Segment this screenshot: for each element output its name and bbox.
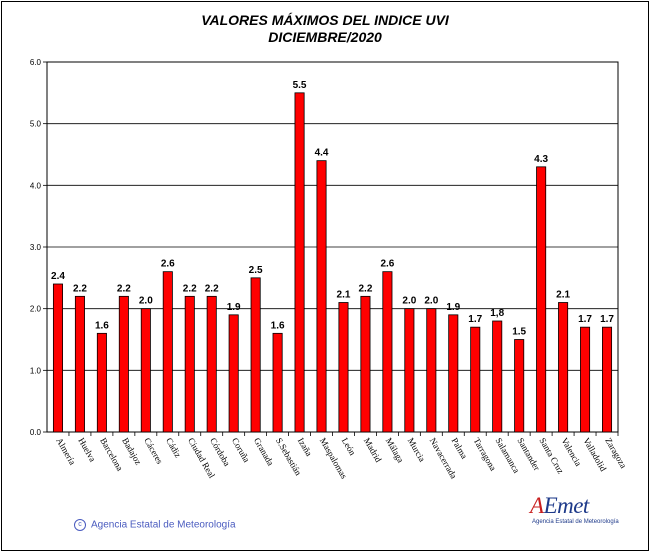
value-label: 1.9 xyxy=(227,302,241,313)
bar xyxy=(338,302,349,433)
bar xyxy=(184,295,195,433)
value-label: 1.5 xyxy=(512,327,526,338)
value-label: 2.6 xyxy=(380,259,394,270)
logo-subtitle: Agencia Estatal de Meteorología xyxy=(532,519,619,525)
bar xyxy=(272,332,283,433)
bar xyxy=(96,332,107,433)
bar xyxy=(360,295,371,433)
x-tick-label: Coruña xyxy=(230,436,252,464)
value-label: 5.5 xyxy=(293,80,307,91)
bar xyxy=(492,320,503,433)
value-label: 2.2 xyxy=(73,283,87,294)
value-label: 1,8 xyxy=(490,308,504,319)
value-label: 2.0 xyxy=(402,296,416,307)
value-label: 2.2 xyxy=(358,283,372,294)
value-label: 1.7 xyxy=(468,314,482,325)
logo-wordmark: AEmet xyxy=(530,493,589,518)
value-label: 2.2 xyxy=(183,283,197,294)
x-tick-label: Murcia xyxy=(406,436,428,464)
value-labels: 2.4 2.2 1.6 2.2 2.0 2.6 2.2 2.2 1.9 2.5 1.6 5.5 4.4 2… xyxy=(51,80,614,338)
value-label: 2.5 xyxy=(249,265,263,276)
value-label: 1.7 xyxy=(578,314,592,325)
bar xyxy=(118,295,129,433)
x-tick-label: Córdoba xyxy=(208,436,232,468)
bar xyxy=(536,166,547,433)
value-label: 2.6 xyxy=(161,259,175,270)
value-label: 1.6 xyxy=(271,320,285,331)
value-label: 2.0 xyxy=(424,296,438,307)
y-tick-label: 1.0 xyxy=(30,366,42,375)
value-label: 2.1 xyxy=(556,290,570,301)
y-tick-label: 2.0 xyxy=(30,305,42,314)
value-label: 2.4 xyxy=(51,271,65,282)
x-tick-label: Granada xyxy=(252,436,276,467)
y-axis-ticks: 0.0 1.0 2.0 3.0 4.0 5.0 6.0 xyxy=(30,58,47,437)
value-label: 2.1 xyxy=(337,290,351,301)
bar xyxy=(206,295,217,433)
x-tick-label: Badajoz xyxy=(120,436,143,467)
bar xyxy=(580,326,591,433)
bars xyxy=(52,92,613,433)
x-tick-label: Palma xyxy=(450,436,470,460)
x-tick-label: León xyxy=(340,436,358,457)
y-tick-label: 5.0 xyxy=(30,120,42,129)
x-tick-label: Málaga xyxy=(384,436,406,464)
bar xyxy=(52,283,63,433)
chart-title: VALORES MÁXIMOS DEL INDICE UVI xyxy=(201,12,449,28)
value-label: 1.6 xyxy=(95,320,109,331)
y-tick-label: 4.0 xyxy=(30,181,42,190)
bar xyxy=(602,326,613,433)
chart-subtitle: DICIEMBRE/2020 xyxy=(268,29,382,45)
y-tick-label: 0.0 xyxy=(30,428,42,437)
bar xyxy=(162,271,173,433)
copyright-note: c Agencia Estatal de Meteorología xyxy=(74,519,236,531)
value-label: 2.2 xyxy=(117,283,131,294)
copyright-icon: c xyxy=(74,519,86,531)
bar xyxy=(558,302,569,433)
bar xyxy=(470,326,481,433)
x-tick-label: Izaña xyxy=(296,436,314,458)
y-tick-label: 3.0 xyxy=(30,243,42,252)
bar xyxy=(294,92,305,433)
bar xyxy=(74,295,85,433)
value-label: 1.7 xyxy=(600,314,614,325)
x-tick-label: Cádiz xyxy=(164,436,183,459)
y-tick-label: 6.0 xyxy=(30,58,42,67)
bar xyxy=(448,314,459,433)
bar xyxy=(228,314,239,433)
bar xyxy=(316,160,327,433)
x-tick-label: Almería xyxy=(54,436,77,467)
bar xyxy=(382,271,393,433)
value-label: 1.9 xyxy=(446,302,460,313)
bar xyxy=(140,308,151,433)
bar xyxy=(514,339,525,433)
value-label: 2.0 xyxy=(139,296,153,307)
x-tick-label: Madrid xyxy=(362,436,384,464)
x-tick-label: Valencia xyxy=(559,436,583,468)
value-label: 2.2 xyxy=(205,283,219,294)
value-label: 4.4 xyxy=(315,148,329,159)
x-tick-label: Cáceres xyxy=(142,436,165,466)
copyright-text: Agencia Estatal de Meteorología xyxy=(91,519,236,531)
bar xyxy=(426,308,437,433)
x-tick-label: Huelva xyxy=(76,436,98,464)
value-label: 4.3 xyxy=(534,154,548,165)
bar xyxy=(404,308,415,433)
bar xyxy=(250,277,261,433)
aemet-logo: AEmet Agencia Estatal de Meteorología xyxy=(530,493,622,529)
